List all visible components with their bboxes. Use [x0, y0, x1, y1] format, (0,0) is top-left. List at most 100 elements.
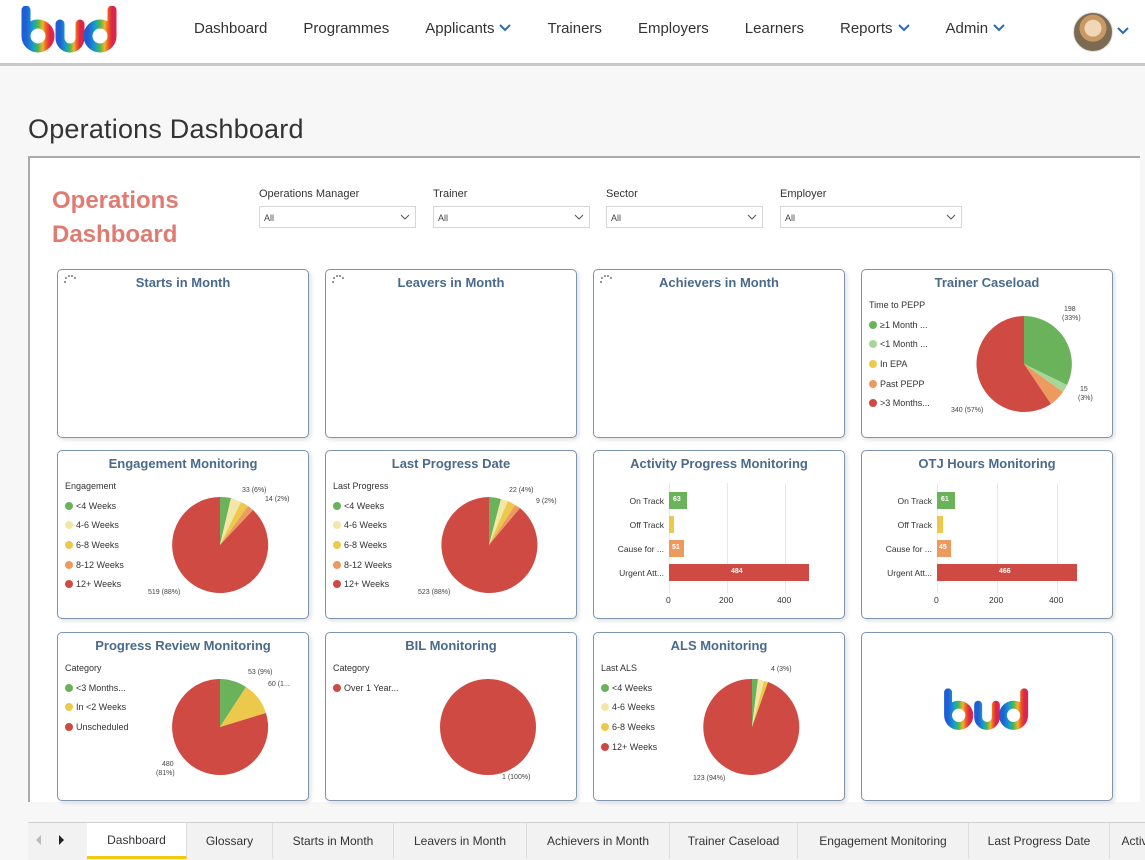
- legend-item[interactable]: 8-12 Weeks: [333, 555, 392, 575]
- pie-chart[interactable]: [974, 314, 1074, 414]
- nav-item-applicants[interactable]: Applicants: [407, 20, 529, 37]
- tab-starts-in-month[interactable]: Starts in Month: [273, 823, 394, 859]
- nav-item-learners[interactable]: Learners: [744, 19, 804, 37]
- legend-item[interactable]: <1 Month ...: [869, 335, 930, 355]
- pie-slice[interactable]: [220, 498, 241, 545]
- legend-item[interactable]: Unscheduled: [65, 717, 129, 737]
- loading-spinner-icon: [64, 275, 76, 283]
- nav-item-dashboard[interactable]: Dashboard: [194, 19, 268, 37]
- legend-item[interactable]: 8-12 Weeks: [65, 555, 124, 575]
- card-starts-in-month[interactable]: Starts in Month: [57, 269, 309, 438]
- nav-item-employers[interactable]: Employers: [637, 19, 709, 37]
- bud-logo[interactable]: [18, 6, 122, 54]
- card-als-monitoring[interactable]: ALS Monitoring Last ALS <4 Weeks 4-6 Wee…: [593, 632, 845, 801]
- pie-slice[interactable]: [220, 679, 246, 727]
- bar-on-track[interactable]: 63: [669, 492, 687, 509]
- legend-item[interactable]: 6-8 Weeks: [333, 535, 392, 555]
- pie-chart[interactable]: [439, 495, 539, 595]
- pie-chart[interactable]: [438, 677, 538, 777]
- pie-slice[interactable]: [220, 506, 253, 545]
- bar-on-track[interactable]: 61: [937, 492, 955, 509]
- legend-item[interactable]: 12+ Weeks: [333, 574, 392, 594]
- legend-item[interactable]: 4-6 Weeks: [65, 516, 124, 536]
- bar-off-track[interactable]: [937, 516, 943, 533]
- pie-slice[interactable]: [172, 679, 269, 775]
- card-trainer-caseload[interactable]: Trainer Caseload Time to PEPP ≥1 Month .…: [861, 269, 1113, 438]
- pie-chart[interactable]: [702, 677, 802, 777]
- slicer-dropdown[interactable]: All: [780, 206, 962, 228]
- legend-item[interactable]: In <2 Weeks: [65, 698, 129, 718]
- chevron-down-icon[interactable]: [1117, 27, 1129, 35]
- pie-chart[interactable]: [170, 677, 270, 777]
- legend-item[interactable]: ≥1 Month ...: [869, 315, 930, 335]
- legend-item[interactable]: 4-6 Weeks: [333, 516, 392, 536]
- legend-item[interactable]: In EPA: [869, 354, 930, 374]
- slicer-dropdown[interactable]: All: [433, 206, 590, 228]
- legend-item[interactable]: Over 1 Year...: [333, 678, 399, 698]
- nav-item-programmes[interactable]: Programmes: [303, 19, 390, 37]
- pie-slice[interactable]: [220, 502, 248, 545]
- user-avatar[interactable]: [1073, 12, 1113, 52]
- legend-item[interactable]: <4 Weeks: [333, 496, 392, 516]
- pie-slice[interactable]: [1024, 364, 1067, 392]
- bar-cause-for-concern[interactable]: 45: [937, 540, 951, 557]
- pie-slice[interactable]: [440, 679, 536, 775]
- pie-slice[interactable]: [1024, 364, 1063, 404]
- card-activity-progress-monitoring[interactable]: Activity Progress Monitoring On Track Of…: [593, 450, 845, 619]
- pie-slice[interactable]: [1024, 316, 1072, 385]
- pie-slice[interactable]: [976, 316, 1051, 412]
- pie-slice[interactable]: [489, 497, 501, 545]
- tab-last-progress-date[interactable]: Last Progress Date: [969, 823, 1110, 859]
- pie-slice[interactable]: [172, 497, 269, 593]
- tab-scroll-right-icon[interactable]: [56, 834, 66, 846]
- pie-chart[interactable]: [170, 495, 270, 595]
- nav-item-reports[interactable]: Reports: [822, 20, 928, 37]
- nav-item-admin[interactable]: Admin: [928, 20, 1024, 37]
- legend-item[interactable]: 4-6 Weeks: [601, 698, 657, 718]
- pie-slice[interactable]: [489, 505, 520, 545]
- tab-leavers-in-month[interactable]: Leavers in Month: [394, 823, 527, 859]
- card-bil-monitoring[interactable]: BIL Monitoring Category Over 1 Year... 1…: [325, 632, 577, 801]
- legend-item[interactable]: <4 Weeks: [65, 496, 124, 516]
- loading-spinner-icon: [332, 275, 344, 283]
- nav-item-trainers[interactable]: Trainers: [547, 19, 602, 37]
- pie-slice[interactable]: [752, 678, 758, 727]
- pie-slice[interactable]: [441, 497, 538, 593]
- legend-item[interactable]: 12+ Weeks: [601, 737, 657, 757]
- pie-slice[interactable]: [752, 679, 764, 727]
- card-achievers-in-month[interactable]: Achievers in Month: [593, 269, 845, 438]
- tab-trainer-caseload[interactable]: Trainer Caseload: [670, 823, 798, 859]
- legend-item[interactable]: 6-8 Weeks: [65, 535, 124, 555]
- slicer-dropdown[interactable]: All: [259, 206, 416, 228]
- tab-activ[interactable]: Activ: [1110, 823, 1145, 859]
- card-leavers-in-month[interactable]: Leavers in Month: [325, 269, 577, 438]
- tab-engagement-monitoring[interactable]: Engagement Monitoring: [798, 823, 969, 859]
- legend-item[interactable]: <3 Months...: [65, 678, 129, 698]
- pie-slice[interactable]: [703, 678, 800, 775]
- pie-slice[interactable]: [220, 687, 266, 727]
- pie-slice[interactable]: [489, 499, 508, 545]
- legend-item[interactable]: 6-8 Weeks: [601, 717, 657, 737]
- bar-urgent-attention[interactable]: 466: [937, 564, 1077, 581]
- tab-scroll-left-icon[interactable]: [34, 834, 44, 846]
- pie-slice[interactable]: [752, 681, 768, 727]
- legend-item[interactable]: <4 Weeks: [601, 678, 657, 698]
- tab-glossary[interactable]: Glossary: [187, 823, 273, 859]
- slicer-dropdown[interactable]: All: [606, 206, 763, 228]
- tab-dashboard[interactable]: Dashboard: [87, 823, 187, 859]
- data-label: 60 (1...: [268, 681, 290, 688]
- card-last-progress-date[interactable]: Last Progress Date Last Progress <4 Week…: [325, 450, 577, 619]
- card-engagement-monitoring[interactable]: Engagement Monitoring Engagement <4 Week…: [57, 450, 309, 619]
- legend-item[interactable]: 12+ Weeks: [65, 574, 124, 594]
- bar-off-track[interactable]: [669, 516, 674, 533]
- pie-slice[interactable]: [220, 496, 231, 545]
- card-otj-hours-monitoring[interactable]: OTJ Hours Monitoring On Track Off Track …: [861, 450, 1113, 619]
- legend-item[interactable]: Past PEPP: [869, 374, 930, 394]
- card-progress-review-monitoring[interactable]: Progress Review Monitoring Category <3 M…: [57, 632, 309, 801]
- tab-achievers-in-month[interactable]: Achievers in Month: [527, 823, 670, 859]
- legend-item[interactable]: >3 Months...: [869, 393, 930, 413]
- chart-legend: Category Over 1 Year...: [333, 663, 399, 698]
- pie-slice[interactable]: [489, 501, 515, 545]
- bar-cause-for-concern[interactable]: 51: [669, 540, 684, 557]
- bar-urgent-attention[interactable]: 484: [669, 564, 809, 581]
